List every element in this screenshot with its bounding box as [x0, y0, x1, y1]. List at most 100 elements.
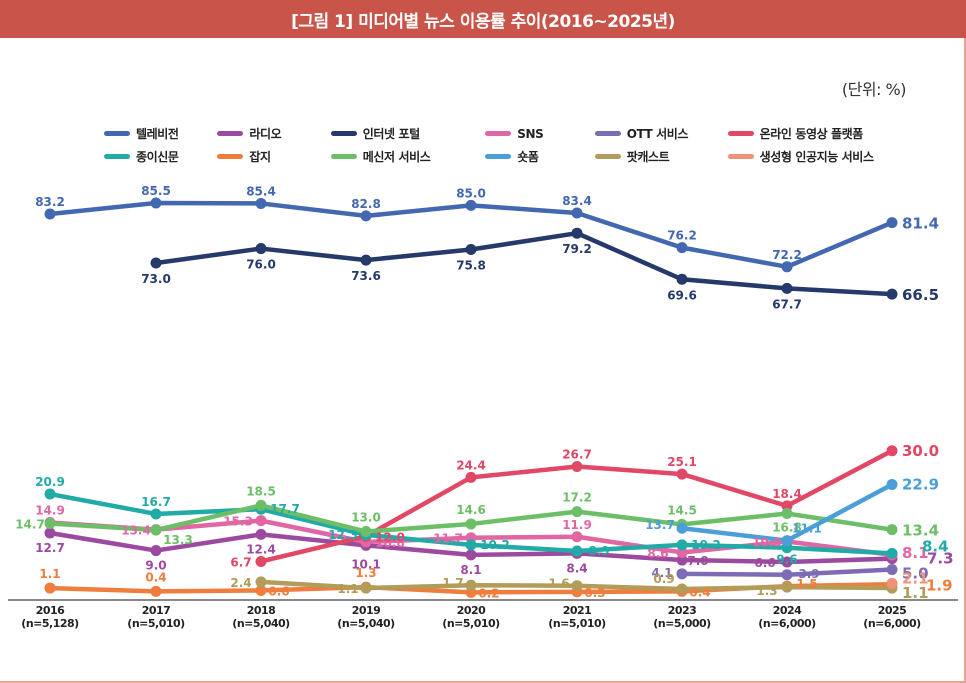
data-label: 10.2: [480, 538, 510, 552]
data-label: 81.4: [902, 215, 939, 233]
legend-item-tv: 텔레비전: [104, 125, 217, 142]
legend-label: 숏폼: [517, 150, 539, 164]
data-label: 1.3: [756, 584, 777, 598]
legend-item-radio: 라디오: [217, 125, 330, 142]
data-label: 1.1: [39, 567, 60, 581]
data-label: 1.6: [548, 577, 569, 591]
data-point: [255, 197, 267, 209]
legend-item-ott: OTT 서비스: [594, 125, 728, 142]
legend-label: 종이신문: [136, 150, 179, 164]
data-point: [676, 554, 688, 566]
legend-swatch-newspaper: [104, 154, 130, 159]
data-label: 1.3: [355, 566, 376, 580]
x-tick-sample: (n=5,040): [232, 617, 290, 630]
data-label: 8.9: [588, 544, 609, 558]
data-label: 13.0: [351, 511, 381, 525]
data-label: 9.6: [776, 553, 797, 567]
legend-swatch-portal: [330, 131, 357, 136]
data-label: 16.7: [141, 495, 171, 509]
data-label: 18.4: [772, 487, 802, 501]
x-tick-year: 2024: [772, 604, 802, 617]
data-point: [465, 539, 477, 551]
legend-item-podcast: 팟캐스트: [594, 148, 728, 165]
data-label: 6.7: [230, 555, 251, 569]
data-label: 75.8: [456, 259, 486, 273]
data-label: 20.9: [35, 475, 65, 489]
x-tick-sample: (n=5,040): [337, 617, 395, 630]
data-label: 1.1: [337, 582, 358, 596]
data-point: [676, 273, 688, 285]
data-point: [255, 243, 267, 255]
data-label: 12.3: [328, 528, 358, 542]
legend-swatch-online-video: [727, 131, 754, 136]
data-label: 67.7: [772, 297, 802, 311]
x-tick-label: 2018 (n=5,040): [221, 604, 301, 630]
data-point: [886, 547, 898, 559]
data-point: [360, 210, 372, 222]
x-tick-year: 2019: [351, 604, 381, 617]
legend-row-2: 종이신문 잡지 메신저 서비스 숏폼 팟캐스트 생성형 인공지능 서비스: [104, 145, 884, 168]
legend: 텔레비전 라디오 인터넷 포털 SNS OTT 서비스 온라인 동영상 플랫폼 …: [104, 122, 884, 168]
data-point: [150, 545, 162, 557]
x-tick-year: 2016: [35, 604, 65, 617]
data-label: 8.1: [902, 544, 929, 562]
x-tick-year: 2021: [562, 604, 592, 617]
data-point: [571, 531, 583, 543]
legend-row-1: 텔레비전 라디오 인터넷 포털 SNS OTT 서비스 온라인 동영상 플랫폼: [104, 122, 884, 145]
data-point: [571, 580, 583, 592]
data-label: 16.8: [772, 521, 802, 535]
data-label: 13.4: [902, 522, 939, 540]
x-tick-year: 2020: [456, 604, 486, 617]
legend-item-portal: 인터넷 포털: [330, 125, 485, 142]
data-point: [781, 581, 793, 593]
x-tick-sample: (n=5,000): [653, 617, 711, 630]
data-label: 83.4: [562, 194, 592, 208]
data-point: [886, 564, 898, 576]
x-tick-sample: (n=5,128): [21, 617, 79, 630]
data-point: [44, 527, 56, 539]
data-point: [571, 207, 583, 219]
data-label: 0.9: [653, 572, 674, 586]
data-point: [465, 518, 477, 530]
data-point: [571, 506, 583, 518]
data-point: [886, 577, 898, 589]
legend-label: SNS: [517, 126, 544, 141]
x-tick-label: 2023 (n=5,000): [642, 604, 722, 630]
data-label: 12.7: [35, 541, 65, 555]
legend-item-shortform: 숏폼: [485, 148, 594, 165]
legend-swatch-messenger: [330, 154, 357, 159]
data-label: 79.2: [562, 242, 592, 256]
legend-swatch-ott: [594, 131, 621, 136]
data-label: 11.7: [433, 532, 463, 546]
legend-item-messenger: 메신저 서비스: [330, 148, 485, 165]
data-label: 1.7: [442, 576, 463, 590]
data-point: [676, 522, 688, 534]
data-label: 1.9: [926, 576, 953, 594]
data-point: [886, 217, 898, 229]
data-label: 13.4: [121, 524, 151, 538]
data-label: 13.7: [645, 518, 675, 532]
x-tick-label: 2020 (n=5,010): [431, 604, 511, 630]
data-label: 0.3: [584, 586, 605, 600]
data-label: 8.1: [460, 563, 481, 577]
x-tick-year: 2018: [246, 604, 276, 617]
legend-item-genai: 생성형 인공지능 서비스: [727, 148, 884, 165]
data-label: 83.2: [35, 195, 65, 209]
data-point: [676, 546, 688, 558]
data-label: 22.9: [902, 476, 939, 494]
x-tick-sample: (n=6,000): [758, 617, 816, 630]
data-label: 7.0: [687, 554, 708, 568]
legend-swatch-podcast: [594, 154, 621, 159]
data-point: [255, 528, 267, 540]
data-point: [150, 508, 162, 520]
data-point: [150, 257, 162, 269]
data-point: [465, 579, 477, 591]
data-label: 26.7: [562, 447, 592, 461]
data-label: 9.0: [145, 559, 166, 573]
unit-label: (단위: %): [841, 80, 907, 99]
data-label: 6.6: [754, 556, 775, 570]
data-point: [150, 585, 162, 597]
data-point: [781, 500, 793, 512]
data-label: 10.2: [691, 538, 721, 552]
data-label: 13.3: [163, 533, 193, 547]
